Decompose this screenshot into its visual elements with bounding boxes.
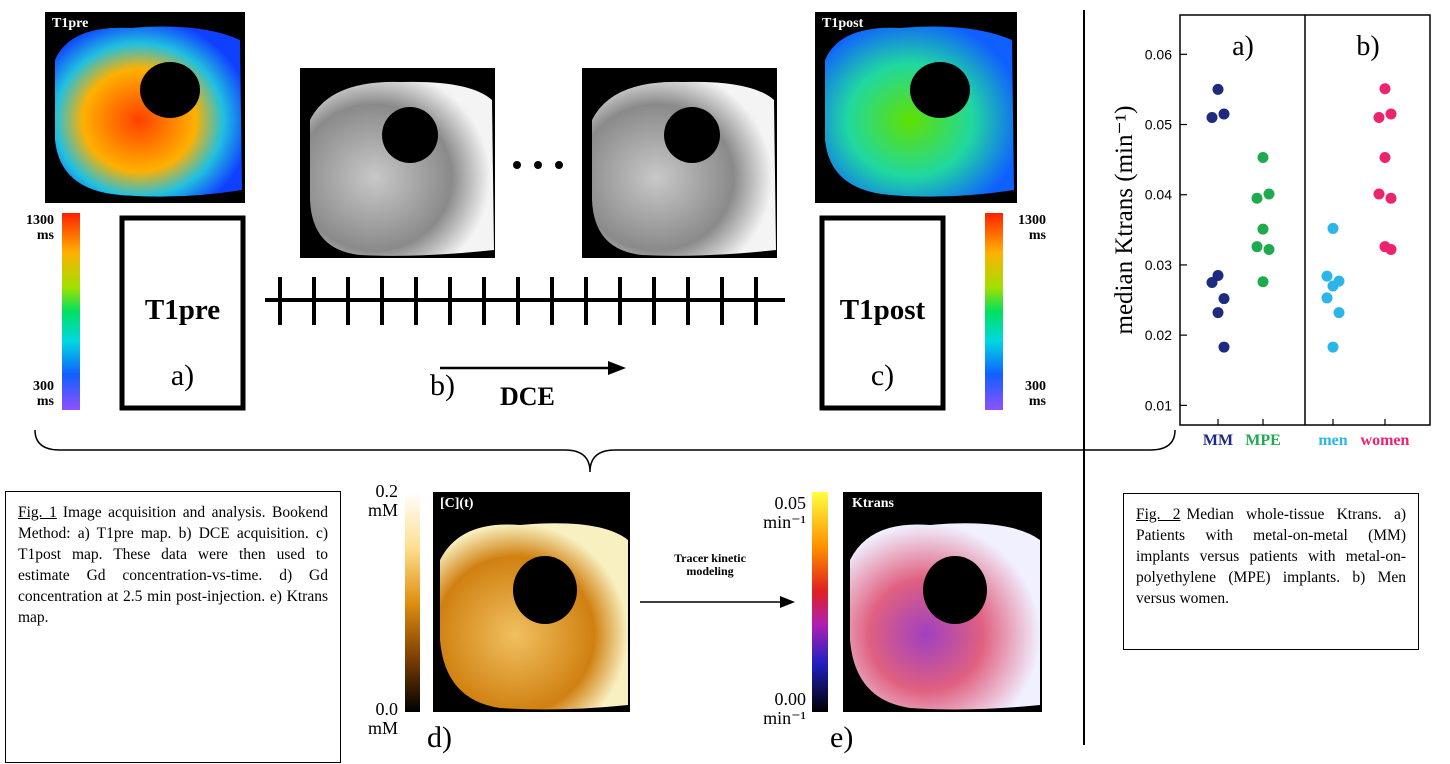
panel-label: a) xyxy=(1232,31,1254,62)
data-point xyxy=(1258,152,1269,163)
data-point xyxy=(1252,193,1263,204)
data-point xyxy=(1219,293,1230,304)
panel-label: c) xyxy=(822,360,943,392)
arrow-label: Tracer kinetic modeling xyxy=(660,552,760,577)
legend-label: MPE xyxy=(1245,432,1281,449)
data-point xyxy=(1328,280,1339,291)
legend-label: women xyxy=(1361,432,1410,449)
page: 0.01 0.02 0.03 0.04 0.05 0.06 median Ktrans (m… xyxy=(0,0,1450,764)
scatter-chart: 0.01 0.02 0.03 0.04 0.05 0.06 median Ktrans (m… xyxy=(1111,15,1430,449)
data-point xyxy=(1374,112,1385,123)
data-point xyxy=(1207,112,1218,123)
y-tick-label: 0.05 xyxy=(1145,117,1172,133)
ktrans-colorbar xyxy=(812,492,828,712)
caption-figure: Fig. 1 xyxy=(18,504,57,521)
caption-text: Image acquisition and analysis. Bookend … xyxy=(18,504,328,626)
brace xyxy=(35,430,1175,472)
colorbar-label: 0.05 min⁻¹ xyxy=(752,494,806,532)
data-point xyxy=(1386,193,1397,204)
panel-label: d) xyxy=(427,722,452,754)
colorbar-label: 0.2 mM xyxy=(352,482,398,520)
data-point xyxy=(1264,244,1275,255)
data-point xyxy=(1213,307,1224,318)
image-label: T1post xyxy=(822,16,863,32)
data-point xyxy=(1328,342,1339,353)
dce-image xyxy=(300,68,495,258)
colorbar-label: 300 ms xyxy=(22,380,54,409)
colorbar-label: 0.00 min⁻¹ xyxy=(752,690,806,728)
t1post-image xyxy=(815,12,1017,203)
t1pre-image xyxy=(45,12,245,203)
t1-colorbar xyxy=(985,213,1003,410)
ktrans-image xyxy=(843,492,1042,712)
image-label: [C](t) xyxy=(440,496,473,512)
colorbar-label: 0.0 mM xyxy=(352,700,398,738)
conc-colorbar xyxy=(405,492,420,712)
data-point xyxy=(1386,108,1397,119)
data-point xyxy=(1258,276,1269,287)
panel-label: b) xyxy=(430,370,455,402)
image-label: T1pre xyxy=(52,16,88,32)
y-axis-label: median Ktrans (min⁻¹) xyxy=(1111,106,1138,335)
data-point xyxy=(1258,224,1269,235)
y-tick-label: 0.02 xyxy=(1145,327,1172,343)
y-tick-label: 0.03 xyxy=(1145,257,1172,273)
panel-label: b) xyxy=(1356,31,1379,62)
data-point xyxy=(1219,108,1230,119)
box-title: T1post xyxy=(822,295,943,325)
data-point xyxy=(1322,271,1333,282)
data-point xyxy=(1380,83,1391,94)
data-point xyxy=(1322,292,1333,303)
data-point xyxy=(1264,189,1275,200)
data-point xyxy=(1213,84,1224,95)
ellipsis xyxy=(513,161,563,169)
conc-image xyxy=(433,492,630,712)
data-point xyxy=(1380,152,1391,163)
y-tick-label: 0.06 xyxy=(1145,46,1172,62)
image-label: Ktrans xyxy=(852,496,894,512)
colorbar-label: 1300 ms xyxy=(1010,214,1046,243)
data-point xyxy=(1334,307,1345,318)
t1-colorbar xyxy=(62,213,80,410)
data-point xyxy=(1207,277,1218,288)
model-arrow xyxy=(640,596,795,608)
colorbar-label: 300 ms xyxy=(1010,380,1046,409)
caption-figure: Fig. 2 xyxy=(1136,506,1181,523)
dce-arrow xyxy=(440,361,626,375)
y-tick-label: 0.04 xyxy=(1145,187,1172,203)
box-title: T1pre xyxy=(122,295,243,325)
legend-label: MM xyxy=(1203,432,1233,449)
data-point xyxy=(1219,342,1230,353)
panel-label: e) xyxy=(830,722,853,754)
y-tick-label: 0.01 xyxy=(1145,397,1172,413)
data-point xyxy=(1374,189,1385,200)
panel-label: a) xyxy=(122,360,243,392)
data-point xyxy=(1328,223,1339,234)
colorbar-label: 1300 ms xyxy=(22,214,54,243)
dce-image xyxy=(582,68,777,258)
data-point xyxy=(1252,241,1263,252)
legend-label: men xyxy=(1318,432,1347,449)
timeline xyxy=(265,277,785,325)
dce-label: DCE xyxy=(500,383,555,410)
data-point xyxy=(1386,244,1397,255)
